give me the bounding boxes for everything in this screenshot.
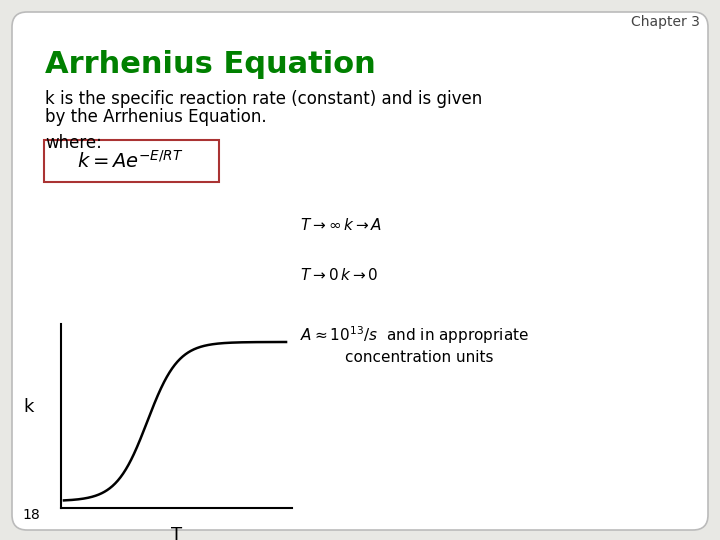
Text: concentration units: concentration units bbox=[345, 349, 493, 364]
Text: $A \approx 10^{13}/s$  and in appropriate: $A \approx 10^{13}/s$ and in appropriate bbox=[300, 324, 529, 346]
FancyBboxPatch shape bbox=[12, 12, 708, 530]
Text: Arrhenius Equation: Arrhenius Equation bbox=[45, 50, 376, 79]
Text: $T\rightarrow 0\, k\rightarrow 0$: $T\rightarrow 0\, k\rightarrow 0$ bbox=[300, 267, 379, 283]
Text: k: k bbox=[23, 397, 34, 416]
Text: $T\rightarrow\infty\, k\rightarrow A$: $T\rightarrow\infty\, k\rightarrow A$ bbox=[300, 217, 382, 233]
FancyBboxPatch shape bbox=[44, 140, 219, 182]
Text: k is the specific reaction rate (constant) and is given: k is the specific reaction rate (constan… bbox=[45, 90, 482, 108]
Text: by the Arrhenius Equation.: by the Arrhenius Equation. bbox=[45, 108, 266, 126]
Text: Chapter 3: Chapter 3 bbox=[631, 15, 700, 29]
Text: T: T bbox=[171, 526, 182, 540]
Text: where:: where: bbox=[45, 134, 102, 152]
Text: $k = Ae^{-E/RT}$: $k = Ae^{-E/RT}$ bbox=[77, 150, 184, 172]
Text: 18: 18 bbox=[22, 508, 40, 522]
